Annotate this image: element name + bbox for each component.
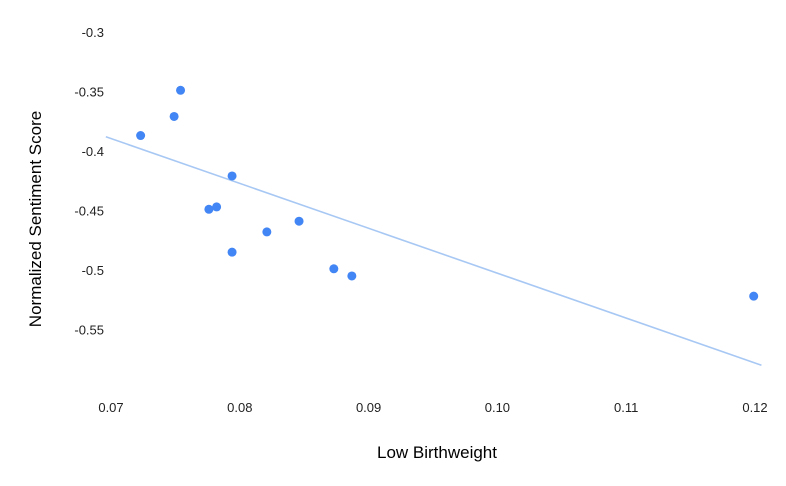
y-tick-label: -0.35 [74, 85, 104, 100]
y-axis-ticks: -0.3 -0.35 -0.4 -0.45 -0.5 -0.55 [74, 25, 104, 338]
x-axis-ticks: 0.07 0.08 0.09 0.10 0.11 0.12 [98, 400, 767, 415]
data-point [329, 264, 339, 274]
data-point [204, 204, 214, 214]
data-point [227, 247, 237, 257]
data-point [227, 171, 237, 181]
data-point [176, 85, 186, 95]
y-tick-label: -0.5 [82, 263, 104, 278]
x-axis-title: Low Birthweight [377, 443, 497, 462]
data-point [212, 202, 222, 212]
x-tick-label: 0.11 [614, 400, 638, 415]
data-point [169, 111, 179, 121]
data-point [294, 216, 304, 226]
trendline [105, 135, 762, 366]
y-tick-label: -0.3 [82, 25, 104, 40]
x-tick-label: 0.07 [98, 400, 123, 415]
x-tick-label: 0.08 [227, 400, 252, 415]
x-tick-label: 0.12 [742, 400, 767, 415]
data-point [347, 271, 357, 281]
x-tick-label: 0.09 [356, 400, 381, 415]
y-tick-label: -0.45 [74, 204, 104, 219]
y-tick-label: -0.4 [82, 144, 104, 159]
y-axis-title: Normalized Sentiment Score [26, 111, 45, 327]
trendline-layer [105, 135, 762, 366]
data-point [136, 131, 146, 141]
data-points [136, 85, 759, 301]
y-tick-label: -0.55 [74, 323, 104, 338]
data-point [749, 291, 759, 301]
x-tick-label: 0.10 [485, 400, 510, 415]
data-point [262, 227, 272, 237]
